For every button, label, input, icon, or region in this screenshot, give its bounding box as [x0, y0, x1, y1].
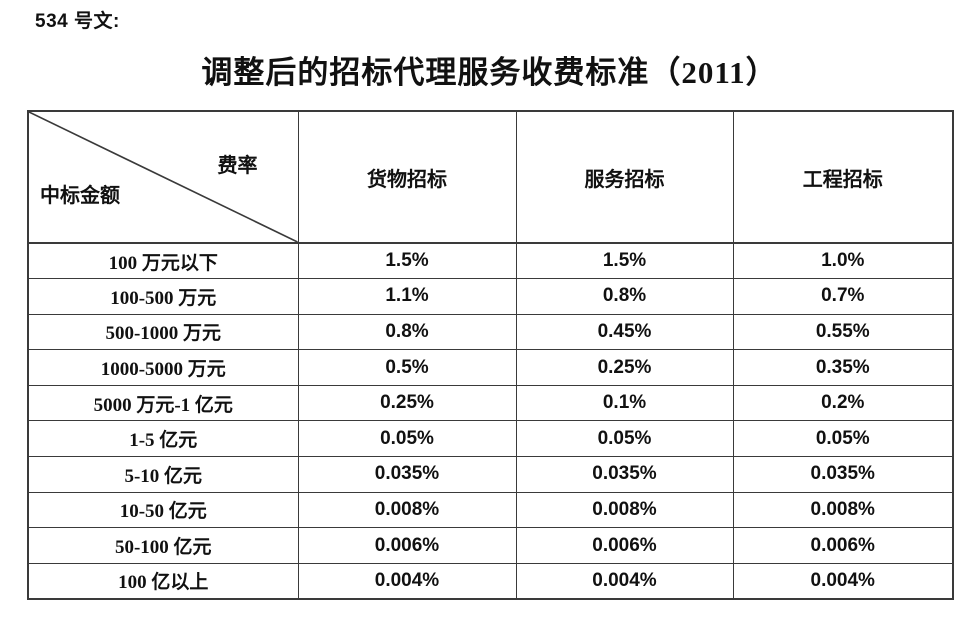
- fee-cell: 1.0%: [732, 242, 954, 280]
- table-row: 1000-5000 万元 0.5% 0.25% 0.35%: [27, 349, 954, 386]
- fee-cell: 0.25%: [515, 349, 734, 386]
- table-row: 10-50 亿元 0.008% 0.008% 0.008%: [27, 491, 954, 529]
- fee-cell: 0.008%: [297, 491, 517, 529]
- fee-cell: 0.05%: [297, 420, 517, 458]
- fee-cell: 0.035%: [297, 456, 517, 493]
- table-row: 1-5 亿元 0.05% 0.05% 0.05%: [27, 420, 954, 458]
- row-label-cell: 100 亿以上: [27, 562, 299, 600]
- fee-cell: 0.2%: [732, 384, 954, 422]
- fee-cell: 1.5%: [297, 242, 517, 280]
- fee-cell: 0.8%: [515, 278, 734, 315]
- fee-cell: 1.1%: [297, 278, 517, 315]
- fee-cell: 0.25%: [297, 384, 517, 422]
- row-label-cell: 1-5 亿元: [27, 420, 299, 458]
- fee-cell: 0.8%: [297, 313, 517, 351]
- row-label-cell: 100-500 万元: [27, 278, 299, 315]
- fee-cell: 0.7%: [732, 278, 954, 315]
- table-row: 5000 万元-1 亿元 0.25% 0.1% 0.2%: [27, 384, 954, 422]
- table-row: 500-1000 万元 0.8% 0.45% 0.55%: [27, 313, 954, 351]
- row-label-cell: 5-10 亿元: [27, 456, 299, 493]
- column-header-services: 服务招标: [515, 110, 734, 244]
- fee-cell: 0.1%: [515, 384, 734, 422]
- fee-cell: 0.004%: [297, 562, 517, 600]
- fee-cell: 0.004%: [732, 562, 954, 600]
- diagonal-divider-line: [29, 112, 298, 242]
- fee-cell: 0.45%: [515, 313, 734, 351]
- corner-header-cell: 费率 中标金额: [27, 110, 299, 244]
- fee-cell: 0.008%: [732, 491, 954, 529]
- row-label-cell: 50-100 亿元: [27, 527, 299, 564]
- table-header-row: 费率 中标金额 货物招标 服务招标 工程招标: [27, 110, 954, 244]
- fee-cell: 0.006%: [732, 527, 954, 564]
- fee-cell: 0.05%: [732, 420, 954, 458]
- corner-label-rate: 费率: [217, 155, 258, 177]
- fee-cell: 0.004%: [515, 562, 734, 600]
- row-label-cell: 5000 万元-1 亿元: [27, 384, 299, 422]
- fee-cell: 0.35%: [732, 349, 954, 386]
- fee-cell: 0.035%: [515, 456, 734, 493]
- fee-cell: 0.006%: [515, 527, 734, 564]
- doc-number-label: 534 号文:: [35, 11, 120, 32]
- row-label-cell: 100 万元以下: [27, 242, 299, 280]
- page-title: 调整后的招标代理服务收费标准（2011）: [201, 55, 778, 90]
- column-header-goods: 货物招标: [297, 110, 517, 244]
- fee-cell: 0.5%: [297, 349, 517, 386]
- fee-cell: 0.05%: [515, 420, 734, 458]
- fee-cell: 0.006%: [297, 527, 517, 564]
- table-row: 5-10 亿元 0.035% 0.035% 0.035%: [27, 456, 954, 493]
- table-row: 100 亿以上 0.004% 0.004% 0.004%: [27, 562, 954, 600]
- corner-label-amount: 中标金额: [40, 185, 120, 207]
- table-row: 100 万元以下 1.5% 1.5% 1.0%: [27, 242, 954, 280]
- fee-cell: 1.5%: [515, 242, 734, 280]
- table-row: 100-500 万元 1.1% 0.8% 0.7%: [27, 278, 954, 315]
- fee-cell: 0.008%: [515, 491, 734, 529]
- row-label-cell: 500-1000 万元: [27, 313, 299, 351]
- column-header-works: 工程招标: [732, 110, 954, 244]
- row-label-cell: 10-50 亿元: [27, 491, 299, 529]
- fee-rate-table: 费率 中标金额 货物招标 服务招标 工程招标 100 万元以下 1.5% 1.5…: [27, 110, 954, 600]
- fee-cell: 0.55%: [732, 313, 954, 351]
- row-label-cell: 1000-5000 万元: [27, 349, 299, 386]
- table-row: 50-100 亿元 0.006% 0.006% 0.006%: [27, 527, 954, 564]
- fee-cell: 0.035%: [732, 456, 954, 493]
